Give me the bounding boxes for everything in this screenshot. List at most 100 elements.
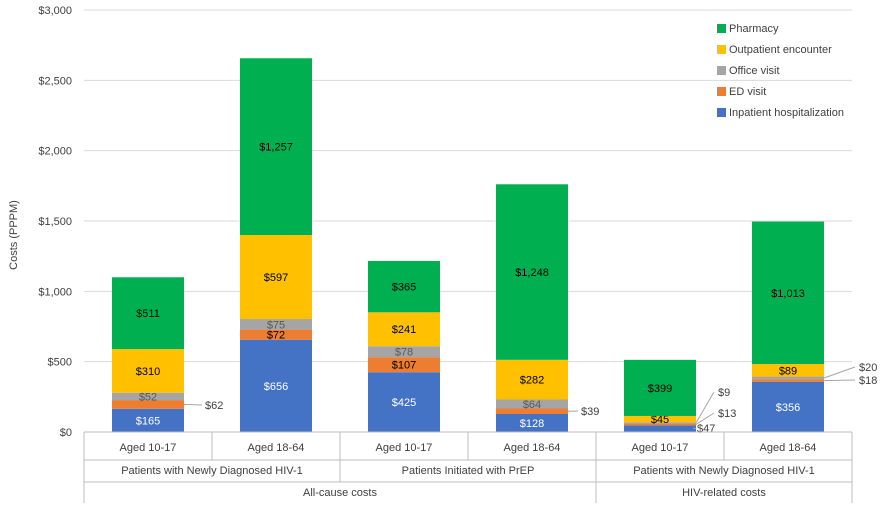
- bar-segment: [624, 422, 696, 424]
- legend-swatch: [717, 24, 726, 33]
- bar-segment: [112, 277, 184, 350]
- data-label: $72: [267, 330, 285, 342]
- bar-segment: [496, 359, 568, 400]
- bar-segment: [624, 423, 696, 426]
- data-label: $18: [859, 375, 877, 387]
- bar-segment: [240, 58, 312, 236]
- x-category-label: Aged 10-17: [376, 442, 433, 454]
- legend-swatch: [717, 66, 726, 75]
- bar-segment: [112, 400, 184, 409]
- bar-segment: [112, 349, 184, 393]
- legend: Pharmacy Outpatient encounter Office visit…: [717, 23, 844, 119]
- bar-segment: [112, 392, 184, 401]
- y-tick-label: $0: [60, 427, 72, 439]
- data-label: $1,248: [515, 267, 549, 279]
- bar-segment: [368, 260, 440, 313]
- x-category-label: Aged 18-64: [248, 442, 305, 454]
- data-label: $52: [139, 391, 157, 403]
- legend-swatch: [717, 87, 726, 96]
- x-group-label: Patients with Newly Diagnosed HIV-1: [633, 465, 815, 477]
- bar-segment: [240, 329, 312, 340]
- data-label: $356: [776, 402, 800, 414]
- bars-layer: $165 $62 $52 $310 $511 $656 $72$75 $597 $1,257 $4…: [112, 58, 877, 435]
- x-group-label: Patients with Newly Diagnosed HIV-1: [121, 465, 303, 477]
- y-tick-label: $2,000: [38, 146, 72, 158]
- bar-segment: [368, 357, 440, 373]
- bar-segment: [240, 319, 312, 330]
- data-label: $75: [267, 319, 285, 331]
- bar-segment: [624, 425, 696, 432]
- leader-line: [692, 427, 697, 430]
- legend-label: Inpatient hospitalization: [729, 107, 844, 119]
- data-label: $9: [718, 387, 730, 399]
- data-label: $107: [392, 360, 416, 372]
- data-label: $282: [520, 375, 544, 387]
- bar-segment: [752, 376, 824, 380]
- bar-segment: [368, 372, 440, 432]
- y-tick-label: $3,000: [38, 5, 72, 17]
- x-category-label: Aged 10-17: [120, 442, 177, 454]
- axis-layer: $0 $500 $1,000 $1,500 $2,000 $2,500 $3,000 Aged…: [38, 5, 853, 503]
- bar-segment: [496, 408, 568, 414]
- bar-segment: [240, 339, 312, 432]
- x-category-label: Aged 18-64: [760, 442, 817, 454]
- legend-label: Outpatient encounter: [729, 44, 832, 56]
- bar-segment: [496, 399, 568, 409]
- legend-label: Pharmacy: [729, 23, 779, 35]
- y-tick-label: $1,500: [38, 216, 72, 228]
- bar-segment: [752, 381, 824, 432]
- bar-segment: [752, 221, 824, 365]
- x-category-label: Aged 18-64: [504, 442, 561, 454]
- bar-segment: [752, 379, 824, 382]
- bar-segment: [624, 415, 696, 423]
- legend-label: Office visit: [729, 65, 780, 77]
- data-label: $399: [648, 383, 672, 395]
- data-label: $39: [581, 406, 599, 418]
- bar-segment: [368, 312, 440, 347]
- y-axis-title: Costs (PPPM): [8, 200, 20, 270]
- data-label: $365: [392, 282, 416, 294]
- data-label: $511: [136, 308, 160, 320]
- data-label: $310: [136, 366, 160, 378]
- data-label: $128: [520, 418, 544, 430]
- data-label: $1,257: [259, 142, 293, 154]
- data-label: $47: [697, 423, 715, 435]
- data-label: $64: [523, 399, 541, 411]
- y-tick-label: $2,500: [38, 75, 72, 87]
- legend-swatch: [717, 45, 726, 54]
- leader-line: [695, 412, 715, 425]
- data-label: $45: [651, 414, 669, 426]
- leader-line: [183, 403, 203, 406]
- x-group-label: Patients Initiated with PrEP: [402, 465, 535, 477]
- y-tick-label: $1,000: [38, 286, 72, 298]
- bar-segment: [752, 364, 824, 377]
- y-tick-label: $500: [48, 357, 72, 369]
- data-label: $656: [264, 381, 288, 393]
- leader-line: [695, 391, 715, 424]
- leader-line: [823, 379, 856, 382]
- data-label: $597: [264, 272, 288, 284]
- bar-segment: [496, 184, 568, 360]
- bar-segment: [496, 413, 568, 432]
- data-label: $13: [718, 408, 736, 420]
- data-label: $1,013: [771, 288, 805, 300]
- data-label: $165: [136, 415, 160, 427]
- grid-layer: [84, 9, 852, 363]
- legend-label: ED visit: [729, 86, 766, 98]
- data-label: $20: [859, 362, 877, 374]
- bar-segment: [240, 235, 312, 320]
- leader-line: [823, 366, 856, 379]
- data-label: $62: [205, 400, 223, 412]
- bar-segment: [624, 359, 696, 416]
- data-label: $78: [395, 347, 413, 359]
- x-supergroup-label: HIV-related costs: [682, 487, 766, 499]
- data-label: $425: [392, 397, 416, 409]
- x-category-label: Aged 10-17: [632, 442, 689, 454]
- data-label: $241: [392, 324, 416, 336]
- data-label: $89: [779, 365, 797, 377]
- x-supergroup-label: All-cause costs: [303, 487, 377, 499]
- legend-swatch: [717, 108, 726, 117]
- bar-segment: [368, 346, 440, 358]
- bar-segment: [112, 408, 184, 432]
